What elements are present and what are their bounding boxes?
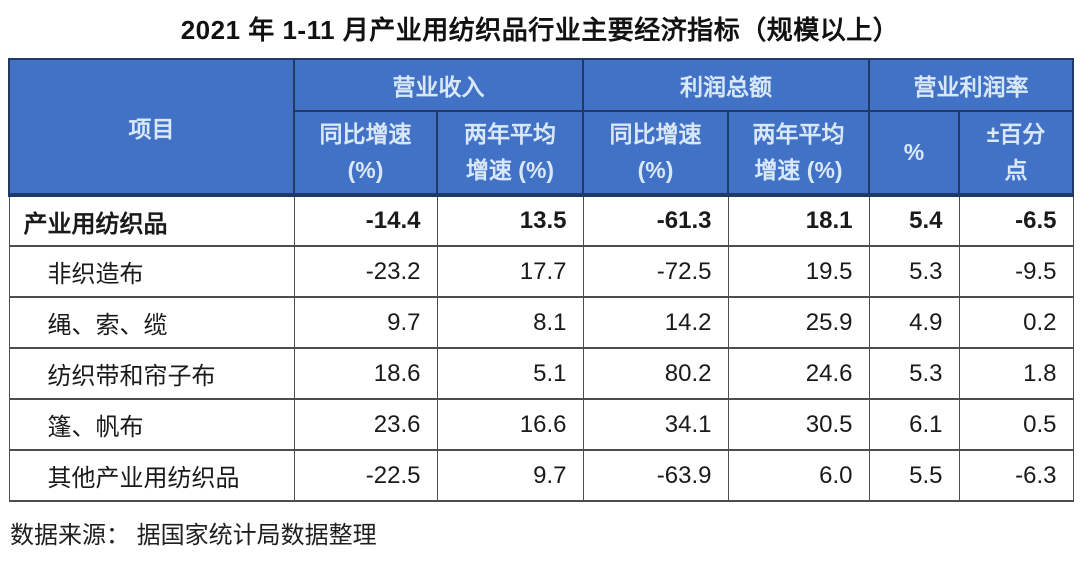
cell-value: 23.6 [293, 398, 438, 451]
header-label-line: 增速 (%) [754, 156, 843, 183]
cell-value: -6.5 [958, 194, 1074, 247]
header-cell-revenue-2yr: 两年平均 增速 (%) [436, 110, 584, 197]
header-cell-profit-2yr: 两年平均 增速 (%) [727, 110, 870, 197]
row-label: 其他产业用纺织品 [8, 449, 294, 502]
cell-value: -6.3 [958, 449, 1074, 502]
table-row: 篷、帆布 23.6 16.6 34.1 30.5 6.1 0.5 [8, 398, 1074, 451]
cell-value: 19.5 [727, 245, 870, 298]
cell-value: 9.7 [293, 296, 438, 349]
header-group-revenue: 营业收入 [293, 58, 584, 112]
cell-value: 18.1 [727, 194, 870, 247]
cell-value: 5.5 [868, 449, 960, 502]
row-label: 产业用纺织品 [8, 194, 294, 247]
cell-value: -22.5 [293, 449, 438, 502]
table-row: 产业用纺织品 -14.4 13.5 -61.3 18.1 5.4 -6.5 [8, 194, 1074, 247]
cell-value: 14.2 [582, 296, 729, 349]
cell-value: -72.5 [582, 245, 729, 298]
header-label-line: 同比增速 [609, 120, 702, 147]
table-row: 绳、索、缆 9.7 8.1 14.2 25.9 4.9 0.2 [8, 296, 1074, 349]
cell-value: 17.7 [436, 245, 584, 298]
header-label-line: 两年平均 [464, 120, 556, 147]
header-label-line: ±百分 [986, 120, 1046, 147]
header-group-profit: 利润总额 [582, 58, 870, 112]
table-row: 纺织带和帘子布 18.6 5.1 80.2 24.6 5.3 1.8 [8, 347, 1074, 400]
cell-value: -23.2 [293, 245, 438, 298]
cell-value: 0.5 [958, 398, 1074, 451]
cell-value: 5.3 [868, 347, 960, 400]
cell-value: -61.3 [582, 194, 729, 247]
cell-value: 1.8 [958, 347, 1074, 400]
cell-value: -14.4 [293, 194, 438, 247]
cell-value: 6.1 [868, 398, 960, 451]
header-label-line: 两年平均 [752, 120, 845, 147]
header-cell-margin-pp: ±百分 点 [958, 110, 1074, 197]
table-body: 产业用纺织品 -14.4 13.5 -61.3 18.1 5.4 -6.5 非织… [8, 194, 1074, 502]
economic-indicators-table: 项目 营业收入 利润总额 营业利润率 同比增速 (%) 两年平均 增速 (%) … [8, 58, 1074, 502]
cell-value: 9.7 [436, 449, 584, 502]
row-label: 非织造布 [8, 245, 294, 298]
header-cell-profit-yoy: 同比增速 (%) [582, 110, 729, 197]
cell-value: 5.3 [868, 245, 960, 298]
header-label-line: 同比增速 [319, 120, 412, 147]
header-cell-item: 项目 [8, 58, 295, 197]
page: 2021 年 1-11 月产业用纺织品行业主要经济指标（规模以上） 项目 营业收… [0, 10, 1080, 563]
header-sub-row: 同比增速 (%) 两年平均 增速 (%) 同比增速 (%) 两年平均 增速 (%… [9, 110, 1074, 197]
cell-value: 18.6 [293, 347, 438, 400]
table-header: 项目 营业收入 利润总额 营业利润率 同比增速 (%) 两年平均 增速 (%) … [8, 58, 1074, 197]
cell-value: 5.4 [868, 194, 960, 247]
row-label: 篷、帆布 [8, 398, 294, 451]
cell-value: -63.9 [582, 449, 729, 502]
row-label: 绳、索、缆 [8, 296, 294, 349]
header-cell-revenue-yoy: 同比增速 (%) [293, 110, 438, 197]
header-label-line: 增速 (%) [465, 156, 555, 183]
cell-value: -9.5 [958, 245, 1074, 298]
header-label-line: % [903, 138, 925, 165]
cell-value: 4.9 [868, 296, 960, 349]
header-label-line: (%) [347, 156, 384, 183]
cell-value: 24.6 [727, 347, 870, 400]
header-cell-margin-pct: % [868, 110, 960, 197]
table-row: 非织造布 -23.2 17.7 -72.5 19.5 5.3 -9.5 [8, 245, 1074, 298]
cell-value: 34.1 [582, 398, 729, 451]
cell-value: 0.2 [958, 296, 1074, 349]
cell-value: 13.5 [436, 194, 584, 247]
cell-value: 6.0 [727, 449, 870, 502]
cell-value: 25.9 [727, 296, 870, 349]
header-group-row: 项目 营业收入 利润总额 营业利润率 [8, 58, 1074, 197]
cell-value: 80.2 [582, 347, 729, 400]
cell-value: 16.6 [436, 398, 584, 451]
cell-value: 30.5 [727, 398, 870, 451]
header-label-line: (%) [637, 156, 674, 183]
table-row: 其他产业用纺织品 -22.5 9.7 -63.9 6.0 5.5 -6.3 [8, 449, 1074, 502]
header-group-margin: 营业利润率 [868, 58, 1074, 112]
row-label: 纺织带和帘子布 [8, 347, 294, 400]
header-label-line: 点 [1004, 156, 1028, 183]
page-title: 2021 年 1-11 月产业用纺织品行业主要经济指标（规模以上） [180, 15, 900, 45]
data-source-note: 数据来源： 据国家统计局数据整理 [10, 522, 377, 549]
cell-value: 8.1 [436, 296, 584, 349]
cell-value: 5.1 [436, 347, 584, 400]
